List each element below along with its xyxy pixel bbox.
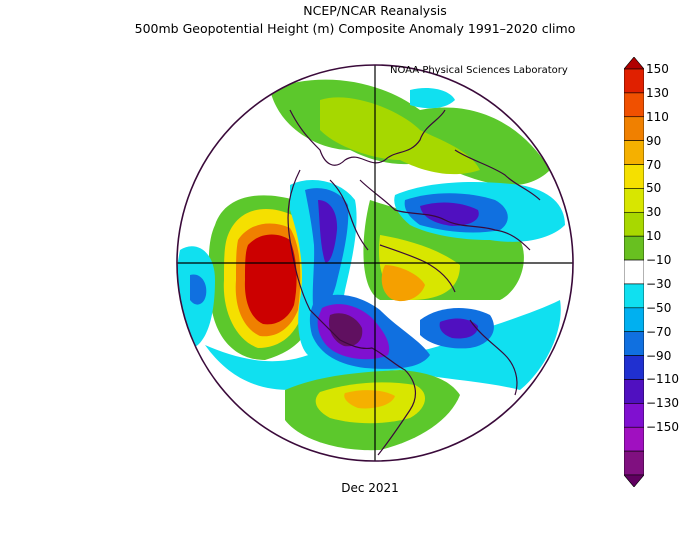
colorbar [624,57,644,487]
colorbar-band [624,188,644,213]
anomaly-negative-alaska-canada-core [318,200,338,263]
chart-subtitle: 500mb Geopotential Height (m) Composite … [134,21,576,36]
colorbar-band [624,140,644,165]
anomaly-positive-greenland-core [381,265,425,302]
colorbar-band [624,403,644,428]
colorbar-band [624,307,644,333]
colorbar-arrow-bottom [624,474,644,487]
colorbar-band [624,164,644,189]
colorbar-tick-label: 70 [646,157,662,172]
colorbar-band [624,116,644,141]
colorbar-band [624,426,644,452]
chart-title: NCEP/NCAR Reanalysis [303,3,447,18]
colorbar-band [624,331,644,356]
colorbar-band [624,211,644,237]
colorbar-tick-label: −110 [646,372,679,387]
colorbar-band [624,235,644,261]
coastlines [287,109,541,456]
anomaly-negative-europe-core [420,202,479,226]
colorbar-tick-label: −50 [646,300,672,315]
anomaly-negative-pacific-west-core [190,274,207,305]
anomaly-positive-southern-us-orange [344,390,395,409]
colorbar-tick-label: −150 [646,420,679,435]
colorbar-tick-label: 150 [646,62,669,76]
colorbar-tick-label: −130 [646,396,679,411]
colorbar-tick-label: 110 [646,109,669,124]
colorbar-band [624,283,644,309]
colorbar-tick-label: 90 [646,133,662,148]
colorbar-band [624,68,644,94]
anomaly-negative-subtropics [205,300,561,390]
colorbar-band [624,92,644,118]
colorbar-band [624,379,644,404]
colorbar-tick-label: 10 [646,229,662,244]
colorbar-tick-label: 50 [646,181,662,196]
colorbar-band [624,355,644,380]
colorbar-arrow-top [624,57,644,70]
anomaly-positive-north [320,97,480,175]
date-label: Dec 2021 [341,481,399,495]
colorbar-tick-label: −30 [646,276,672,291]
colorbar-band [624,259,644,285]
anomaly-positive-pacific-core [244,234,297,325]
colorbar-band [624,450,644,476]
anomaly-negative-asia [410,88,455,109]
credit-label: NOAA Physical Sciences Laboratory [390,65,568,76]
colorbar-tick-label: 130 [646,85,669,100]
anomaly-negative-atlantic-core [439,318,478,339]
colorbar-tick-label: −90 [646,348,672,363]
colorbar-tick-label: 30 [646,205,662,220]
map-boundary-circle [176,64,574,462]
colorbar-tick-label: −10 [646,253,672,268]
colorbar-tick-label: −70 [646,324,672,339]
